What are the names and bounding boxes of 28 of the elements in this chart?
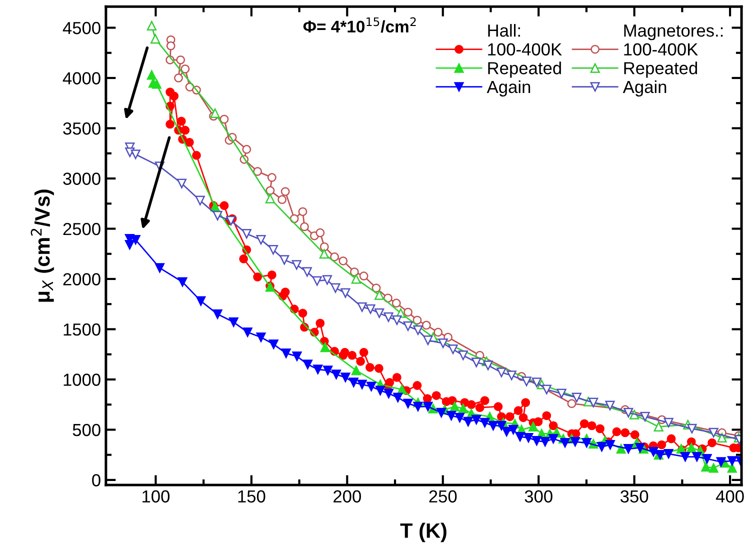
y-tick-label: 2000 (63, 273, 100, 286)
y-tick-label: 4500 (62, 22, 100, 34)
y-tick-label: 0 (92, 474, 100, 486)
x-tick-label: 100 (142, 490, 170, 503)
x-tick-label: 400 (716, 490, 744, 503)
legend-label: Again (622, 80, 666, 97)
legend-label: Repeated (624, 62, 698, 78)
legend-label: Again (486, 80, 530, 97)
x-tick-label: 350 (620, 490, 648, 503)
y-tick-label: 500 (72, 424, 100, 436)
x-tick-label: 150 (238, 490, 266, 503)
legend-label: Repeated (488, 62, 561, 78)
x-tick-label: 200 (334, 490, 361, 503)
annotation: Magnetores.: (624, 24, 723, 40)
y-tick-label: 3500 (63, 122, 100, 135)
y-tick-label: 4000 (62, 72, 100, 84)
legend-label: 100-400K (624, 43, 698, 56)
annotation: Hall: (488, 24, 520, 37)
y-axis-title: μ$_{X}$ (cm$^{2}$/Vs) (30, 190, 54, 302)
y-tick-label: 3000 (63, 172, 100, 185)
x-tick-label: 250 (429, 490, 457, 503)
legend-label: 100-400K (488, 43, 562, 56)
y-tick-label: 1500 (64, 323, 100, 336)
annotation: Φ= 4*10$^{15}$/cm$^{2}$ (303, 17, 416, 33)
x-axis-title: T (K) (400, 522, 446, 542)
y-tick-label: 1000 (64, 374, 100, 386)
y-tick-label: 2500 (63, 222, 100, 236)
x-tick-label: 300 (524, 490, 552, 503)
